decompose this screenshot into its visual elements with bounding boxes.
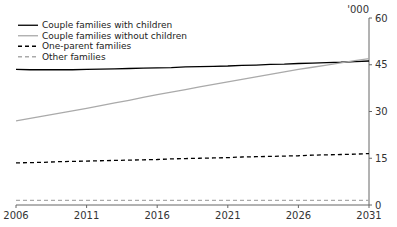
x-tick-label: 2006 [3,210,28,221]
series-line [16,61,369,70]
y-axis-label: '000 [347,4,369,15]
x-axis-line [16,205,369,206]
x-tick-label: 2016 [144,210,169,221]
y-tick-label: 30 [375,106,388,117]
y-tick-label: 15 [375,153,388,164]
x-tick [16,205,17,208]
x-tick-label: 2026 [286,210,311,221]
x-tick [298,205,299,208]
series-line [16,154,369,163]
plot-area [16,59,369,201]
x-tick-label: 2011 [74,210,99,221]
legend-swatch [18,35,38,36]
y-tick-label: 45 [375,59,388,70]
legend-swatch [18,25,38,26]
x-tick [227,205,228,208]
legend-swatch [18,46,38,47]
x-tick [86,205,87,208]
x-tick-label: 2021 [215,210,240,221]
x-tick-label: 2031 [356,210,381,221]
legend-label: One-parent families [42,41,131,51]
legend-label: Couple families with children [42,20,172,30]
y-tick [369,18,372,19]
legend-label: Other families [42,52,106,62]
chart: 2006 2011 2016 2021 2026 20310 15 30 45 60 '000 Cou… [0,0,397,227]
y-tick [369,205,372,206]
legend-swatch [18,56,38,57]
series-line [16,200,369,201]
y-tick [369,64,372,65]
x-tick [157,205,158,208]
y-tick [369,158,372,159]
legend-label: Couple families without children [42,31,187,41]
y-tick-label: 0 [375,200,381,211]
y-tick [369,111,372,112]
y-tick-label: 60 [375,13,388,24]
series-line [16,59,369,121]
legend: Couple families with childrenCouple fami… [18,20,187,62]
